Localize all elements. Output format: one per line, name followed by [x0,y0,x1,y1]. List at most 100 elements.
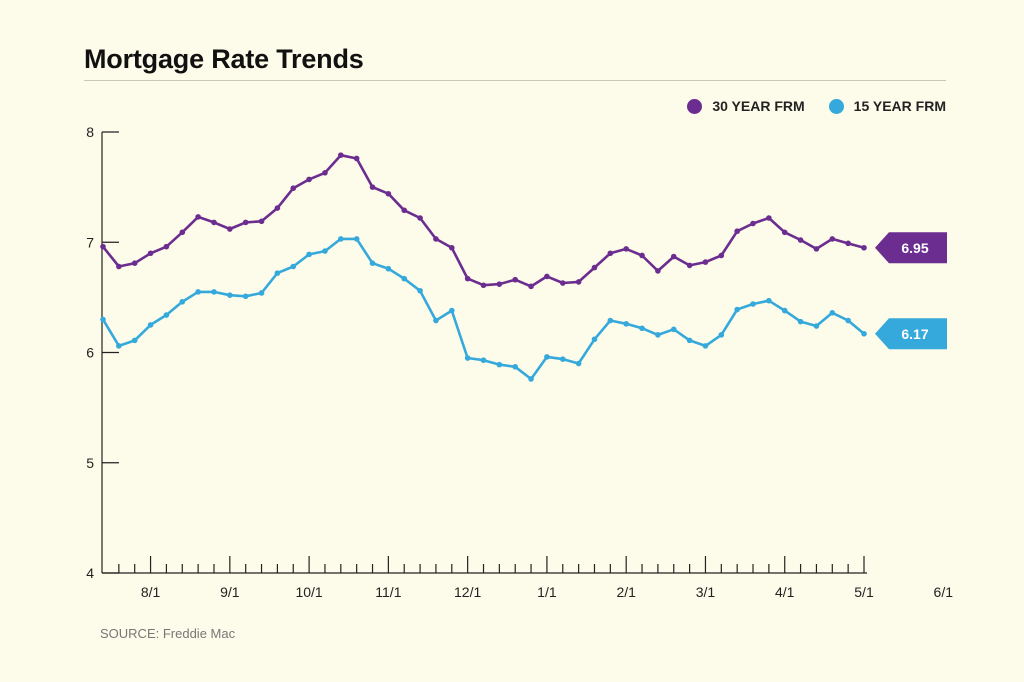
data-point [575,279,582,285]
data-point [338,152,344,158]
x-tick-label: 1/1 [537,584,557,600]
data-point [496,281,503,287]
data-point [544,354,550,360]
data-point [718,332,725,338]
data-point [322,169,328,176]
data-point [131,337,138,344]
y-tick-label: 6 [86,345,94,361]
data-point [686,337,693,344]
data-point [179,229,186,236]
data-point [591,264,598,271]
data-point [496,361,503,368]
data-point [829,236,836,242]
data-point [464,275,471,282]
data-point [829,310,836,316]
data-point [401,207,408,214]
legend-item-30yr: 30 YEAR FRM [687,98,805,114]
data-point [639,252,645,259]
data-point [528,376,534,382]
data-point [861,330,867,337]
data-point [147,322,154,328]
data-point [290,185,297,192]
data-point [369,260,376,266]
data-point [480,357,487,364]
data-point [369,184,376,190]
data-point [227,292,233,298]
data-point [623,246,629,252]
data-point [607,317,614,324]
end-value-label: 6.95 [901,240,928,256]
x-tick-label: 2/1 [616,584,636,600]
y-tick-label: 8 [86,124,94,140]
legend-label-30yr: 30 YEAR FRM [712,98,805,114]
data-point [306,251,312,258]
data-point [766,215,772,221]
data-point [670,253,677,260]
data-point [797,237,804,243]
data-point [781,229,788,236]
data-point [258,218,265,225]
legend-dot-30yr [687,98,703,114]
data-point [433,236,439,242]
data-point [639,325,645,332]
data-point [274,205,281,211]
data-point [702,343,709,349]
end-value-label: 6.17 [901,326,928,342]
data-point [353,236,360,242]
data-point [734,228,740,235]
data-point [544,273,550,280]
source-note: SOURCE: Freddie Mac [100,626,236,641]
data-point [195,289,201,295]
series-line-0 [101,153,865,288]
data-point [845,240,851,247]
data-point [116,263,122,270]
data-point [607,250,614,257]
data-point [258,290,265,296]
data-point [686,262,693,269]
data-point [797,318,804,325]
data-point [306,176,312,183]
data-point [655,332,661,338]
data-point [559,280,566,286]
data-point [464,355,471,361]
y-tick-label: 5 [86,455,94,471]
x-tick-label: 11/1 [375,584,401,600]
data-point [861,244,867,251]
data-point [385,190,392,197]
data-point [100,316,106,323]
x-tick-label: 6/1 [934,584,954,600]
data-point [179,298,186,305]
chart-legend: 30 YEAR FRM 15 YEAR FRM [687,98,946,114]
end-value-badge [875,318,947,350]
data-point [575,360,582,367]
data-point [480,282,487,289]
x-tick-label: 10/1 [295,584,322,600]
end-value-badge [875,232,947,264]
data-point [417,215,423,221]
data-point [338,236,344,242]
data-point [559,356,566,362]
data-point [670,326,677,333]
x-tick-label: 3/1 [696,584,716,600]
data-point [290,263,297,270]
data-point [401,275,408,282]
x-tick-label: 9/1 [220,584,240,600]
data-point [718,252,725,259]
data-point [100,243,106,250]
data-point [353,155,360,162]
data-point [512,276,519,283]
data-point [227,226,233,232]
data-point [512,364,519,370]
data-point [147,250,154,257]
data-point [433,317,439,324]
data-point [385,265,392,272]
data-point [734,306,740,313]
x-tick-label: 12/1 [454,584,481,600]
x-tick-label: 4/1 [775,584,795,600]
data-point [655,268,661,274]
data-point [211,289,217,295]
legend-item-15yr: 15 YEAR FRM [828,98,946,114]
data-point [163,243,170,250]
data-point [702,259,709,265]
